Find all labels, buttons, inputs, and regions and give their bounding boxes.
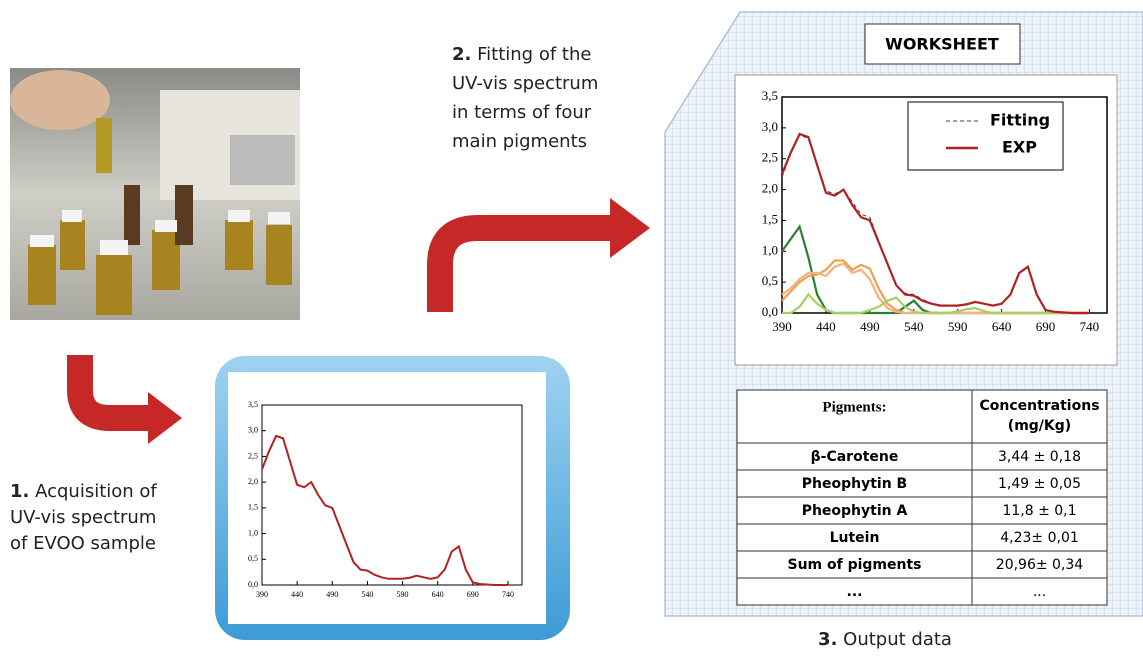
step-line: Output data <box>843 629 952 650</box>
table-cell: 20,96± 0,34 <box>996 557 1084 573</box>
table-cell: ... <box>847 584 863 600</box>
x-tick-label: 690 <box>467 590 479 599</box>
x-tick-label: 490 <box>860 319 880 334</box>
step-text: main pigments <box>452 131 587 152</box>
x-tick-label: 590 <box>397 590 409 599</box>
table-cell: 4,23± 0,01 <box>1000 530 1079 546</box>
table-header: Pigments: <box>822 399 886 415</box>
y-tick-label: 2,0 <box>762 181 778 196</box>
table-cell: Lutein <box>830 530 880 546</box>
step-text: UV-vis spectrum <box>452 73 598 94</box>
x-tick-label: 440 <box>816 319 836 334</box>
x-tick-label: 690 <box>1036 319 1056 334</box>
table-cell: β-Carotene <box>811 449 899 465</box>
y-tick-label: 3,5 <box>248 400 258 409</box>
table-cell: 11,8 ± 0,1 <box>1002 503 1076 519</box>
spectrum-card <box>228 372 546 624</box>
photo <box>10 68 300 320</box>
header-word: Concentrations <box>979 398 1099 414</box>
header-word: (mg/Kg) <box>1008 418 1071 434</box>
legend-label: EXP <box>1002 138 1037 157</box>
x-tick-label: 540 <box>904 319 924 334</box>
y-tick-label: 3,0 <box>762 119 778 134</box>
x-tick-label: 640 <box>432 590 444 599</box>
y-tick-label: 1,5 <box>762 211 778 226</box>
y-tick-label: 1,5 <box>248 503 258 512</box>
y-tick-label: 2,5 <box>762 150 778 165</box>
table-cell: 1,49 ± 0,05 <box>998 476 1081 492</box>
y-tick-label: 3,0 <box>248 426 258 435</box>
y-tick-label: 1,0 <box>762 242 778 257</box>
y-tick-label: 3,5 <box>762 88 778 103</box>
step-line: of EVOO sample <box>10 533 156 554</box>
figure: WORKSHEET Pigments: Concentrations (mg/Kg)… <box>0 0 1143 655</box>
x-tick-label: 740 <box>502 590 514 599</box>
x-tick-label: 590 <box>948 319 968 334</box>
worksheet-title: WORKSHEET <box>885 35 999 54</box>
y-tick-label: 0,5 <box>248 554 258 563</box>
table-cell: Pheophytin A <box>802 503 908 519</box>
step-line: Fitting of the <box>477 44 591 65</box>
y-tick-label: 2,5 <box>248 451 258 460</box>
table: Pigments: Concentrations (mg/Kg) β-Carotene… <box>737 390 1107 605</box>
step-line: UV-vis spectrum <box>452 73 598 94</box>
step-line: in terms of four <box>452 102 592 123</box>
step-text: 2. Fitting of the <box>452 44 591 65</box>
table-cell: Sum of pigments <box>787 557 921 573</box>
step-line: main pigments <box>452 131 587 152</box>
step-line: UV-vis spectrum <box>10 507 156 528</box>
x-tick-label: 640 <box>992 319 1012 334</box>
step-text: 3. Output data <box>818 629 952 650</box>
x-tick-label: 540 <box>361 590 373 599</box>
step-line: Acquisition of <box>35 481 157 502</box>
step-text: of EVOO sample <box>10 533 156 554</box>
legend-label: Fitting <box>990 111 1050 130</box>
x-tick-label: 440 <box>291 590 303 599</box>
x-tick-label: 390 <box>256 590 268 599</box>
y-tick-label: 0,0 <box>248 580 258 589</box>
table-cell: Pheophytin B <box>802 476 907 492</box>
y-tick-label: 1,0 <box>248 528 258 537</box>
step-text: UV-vis spectrum <box>10 507 156 528</box>
table-cell: ... <box>1033 584 1046 600</box>
y-tick-label: 0,5 <box>762 273 778 288</box>
step-text: 1. Acquisition of <box>10 481 157 502</box>
step-number: 1. <box>10 481 29 502</box>
step-text: in terms of four <box>452 102 592 123</box>
y-tick-label: 2,0 <box>248 477 258 486</box>
step-number: 2. <box>452 44 471 65</box>
x-tick-label: 490 <box>326 590 338 599</box>
step-number: 3. <box>818 629 837 650</box>
x-tick-label: 390 <box>772 319 792 334</box>
x-tick-label: 740 <box>1080 319 1100 334</box>
y-tick-label: 0,0 <box>762 304 778 319</box>
table-cell: 3,44 ± 0,18 <box>998 449 1081 465</box>
